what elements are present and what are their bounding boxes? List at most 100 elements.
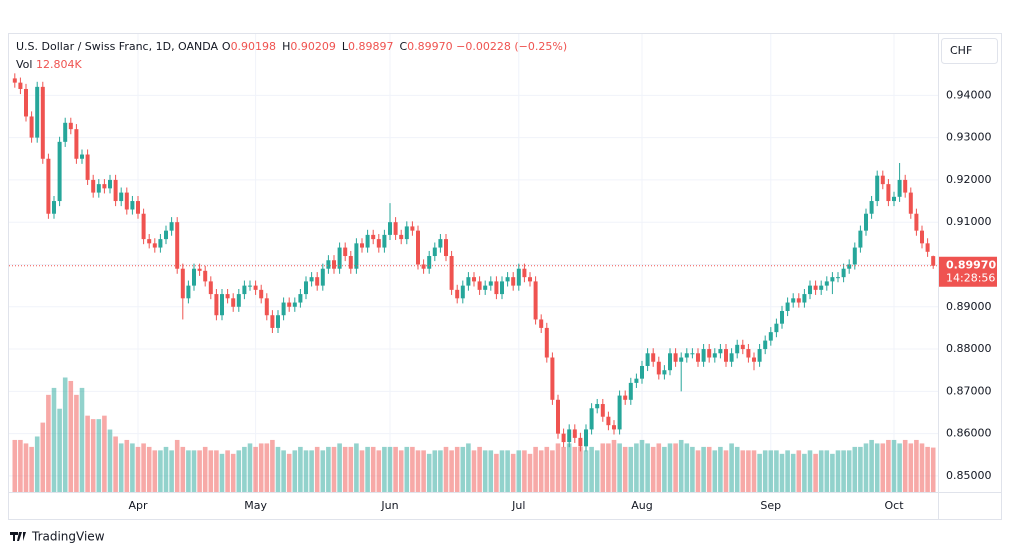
candle-body [74, 129, 79, 159]
candle-body [449, 256, 454, 290]
volume-bar [230, 453, 236, 492]
volume-bar [779, 453, 785, 492]
candle-body [656, 361, 661, 375]
candle-body [57, 141, 62, 202]
volume-bar [174, 439, 180, 492]
candle-body [841, 268, 846, 278]
volume-bar [40, 422, 46, 492]
volume-bar [813, 453, 818, 492]
volume-bar [314, 446, 320, 492]
volume-bar [275, 446, 281, 492]
candle-body [768, 332, 773, 341]
volume-bar [471, 450, 477, 492]
volume-bar [650, 446, 656, 492]
candle-body [231, 298, 236, 307]
volume-bar [426, 453, 432, 492]
volume-bar [734, 446, 740, 492]
volume-bar [852, 446, 858, 492]
volume-bar [449, 450, 454, 492]
volume-bar [751, 450, 757, 492]
volume-bar [656, 443, 662, 492]
candle-body [421, 264, 426, 269]
candle-body [192, 268, 196, 286]
candle-body [796, 298, 801, 303]
volume-bar [818, 450, 824, 492]
volume-bar [544, 446, 550, 492]
volume-bar [628, 446, 634, 492]
volume-bar [841, 450, 846, 492]
volume-bar [225, 450, 230, 492]
candle-body [483, 285, 488, 290]
volume-bar [281, 450, 286, 492]
candle-body [522, 268, 527, 278]
candle-body [455, 289, 460, 299]
candle-body [852, 247, 857, 265]
candle-body [388, 222, 392, 235]
volume-bar [107, 429, 113, 492]
volume-bar [712, 450, 718, 492]
volume-bar [253, 446, 258, 492]
currency-button[interactable] [941, 38, 998, 64]
volume-bar [219, 453, 225, 492]
candle-body [320, 268, 325, 286]
volume-bar [600, 443, 606, 492]
volume-bar [690, 446, 695, 492]
x-tick-label: Apr [128, 499, 148, 512]
candle-body [399, 234, 404, 240]
volume-bar [684, 443, 690, 492]
currency[interactable]: CHF [950, 44, 972, 57]
candle-body [152, 243, 157, 248]
candle-body [712, 353, 717, 358]
volume-bar [807, 450, 813, 492]
volume-bar [578, 446, 583, 492]
candle-body [645, 353, 650, 366]
x-tick-label: Aug [631, 499, 652, 512]
candle-body [875, 175, 880, 202]
volume-bar [342, 446, 348, 492]
volume-bar [762, 450, 768, 492]
volume-bar [258, 443, 264, 492]
volume-bar [331, 446, 337, 492]
volume-bar [29, 446, 34, 492]
ohlc-key: C [399, 40, 407, 53]
y-tick-label: 0.87000 [946, 384, 992, 397]
volume-bar [897, 443, 902, 492]
candle-body [326, 260, 331, 269]
candle-body [427, 256, 432, 269]
candle-body [376, 239, 381, 248]
candle-body [147, 239, 152, 244]
candle-body [763, 340, 768, 350]
candle-body [276, 315, 280, 328]
volume-bar [354, 443, 359, 492]
candle-body [477, 281, 482, 290]
candle-body [679, 357, 684, 362]
candle-body [365, 234, 370, 248]
volume-bar [454, 446, 460, 492]
candle-body [472, 277, 476, 282]
volume-bar [566, 443, 572, 492]
volume-bar [286, 453, 292, 492]
volume-bar [443, 446, 449, 492]
candle-body [214, 294, 219, 316]
candle-body [460, 285, 465, 299]
volume-bar [914, 439, 919, 492]
change: −0.00228 (−0.25%) [456, 40, 567, 53]
volume-bar [891, 439, 897, 492]
volume-bar [802, 453, 807, 492]
volume-bar [880, 443, 886, 492]
candle-body [869, 201, 874, 214]
candle-body [606, 416, 611, 426]
volume-bar [550, 450, 555, 492]
volume-bar [835, 450, 841, 492]
volume-bar [667, 443, 673, 492]
candle-body [600, 404, 605, 417]
candle-body [858, 230, 863, 248]
candle-body [724, 349, 728, 362]
frame [8, 33, 1002, 520]
volume-bar [169, 450, 174, 492]
volume-bar [583, 450, 589, 492]
candle-body [332, 260, 336, 269]
candle-body [572, 429, 577, 438]
candle-body [141, 213, 146, 240]
volume-bar [869, 439, 874, 492]
